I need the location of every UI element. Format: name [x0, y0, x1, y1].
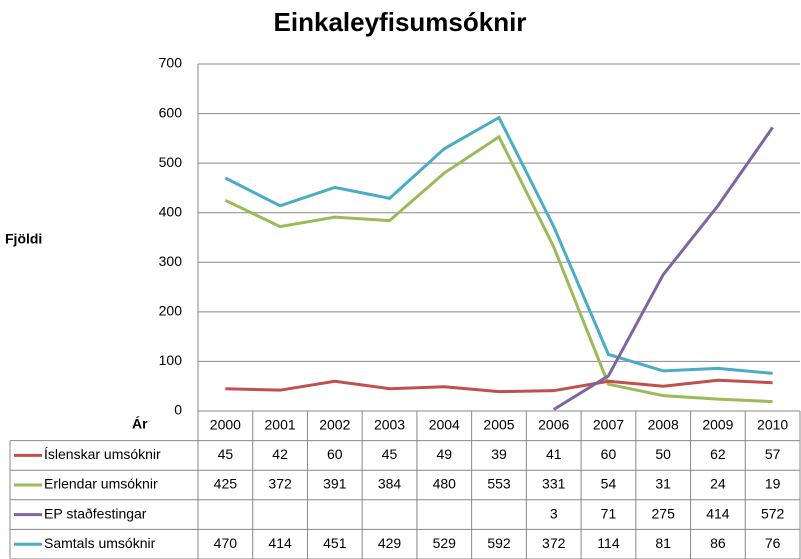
table-value: 71	[601, 505, 617, 521]
table-value: 50	[655, 446, 671, 462]
table-value: 45	[382, 446, 398, 462]
table-value: 60	[601, 446, 617, 462]
y-tick-label: 0	[174, 402, 182, 418]
table-value: 57	[765, 446, 781, 462]
table-value: 553	[487, 476, 511, 492]
table-value: 49	[436, 446, 452, 462]
table-value: 114	[597, 535, 620, 551]
series-line	[552, 126, 774, 411]
x-tick-label: 2005	[483, 417, 514, 433]
table-value: 391	[323, 476, 347, 492]
y-tick-label: 400	[159, 203, 183, 219]
x-tick-label: 2008	[648, 417, 679, 433]
series-line	[224, 134, 773, 404]
table-value: 45	[218, 446, 234, 462]
table-value: 372	[542, 535, 566, 551]
table-value: 275	[652, 505, 676, 521]
x-tick-label: 2004	[429, 417, 460, 433]
table-value: 42	[272, 446, 288, 462]
table-value: 451	[323, 535, 347, 551]
table-value: 592	[487, 535, 511, 551]
table-value: 54	[601, 476, 617, 492]
table-value: 62	[710, 446, 726, 462]
legend-label: Samtals umsóknir	[44, 535, 156, 551]
table-value: 31	[655, 476, 671, 492]
table-value: 529	[433, 535, 457, 551]
table-value: 86	[710, 535, 726, 551]
x-tick-label: 2010	[757, 417, 788, 433]
y-tick-label: 500	[159, 154, 183, 170]
x-tick-label: 2009	[702, 417, 733, 433]
x-tick-label: 2006	[538, 417, 569, 433]
table-value: 41	[546, 446, 562, 462]
table-value: 429	[378, 535, 402, 551]
table-value: 414	[268, 535, 292, 551]
table-value: 60	[327, 446, 343, 462]
legend-label: EP staðfestingar	[44, 505, 147, 521]
table-value: 39	[491, 446, 507, 462]
table-value: 81	[655, 535, 671, 551]
table-value: 414	[706, 505, 730, 521]
x-tick-label: 2000	[210, 417, 241, 433]
table-value: 331	[542, 476, 566, 492]
y-tick-label: 700	[159, 55, 183, 71]
x-tick-label: 2003	[374, 417, 405, 433]
y-tick-label: 200	[159, 303, 183, 319]
table-value: 19	[765, 476, 781, 492]
legend-label: Íslenskar umsóknir	[44, 446, 161, 462]
table-value: 425	[214, 476, 238, 492]
x-axis-label: Ár	[132, 416, 148, 432]
chart-title: Einkaleyfisumsóknir	[274, 7, 527, 37]
y-tick-label: 300	[159, 253, 183, 269]
table-value: 24	[710, 476, 726, 492]
table-value: 3	[550, 505, 558, 521]
table-value: 384	[378, 476, 402, 492]
x-tick-label: 2007	[593, 417, 624, 433]
y-tick-label: 100	[159, 352, 183, 368]
table-value: 470	[214, 535, 238, 551]
series-line	[225, 378, 773, 394]
y-tick-label: 600	[159, 104, 183, 120]
table-value: 480	[433, 476, 457, 492]
series-line	[224, 115, 773, 375]
table-value: 572	[761, 505, 785, 521]
table-value: 76	[765, 535, 781, 551]
legend-label: Erlendar umsóknir	[44, 476, 158, 492]
x-tick-label: 2001	[265, 417, 296, 433]
table-value: 372	[268, 476, 292, 492]
y-axis-label: Fjöldi	[5, 231, 42, 247]
x-tick-label: 2002	[319, 417, 350, 433]
